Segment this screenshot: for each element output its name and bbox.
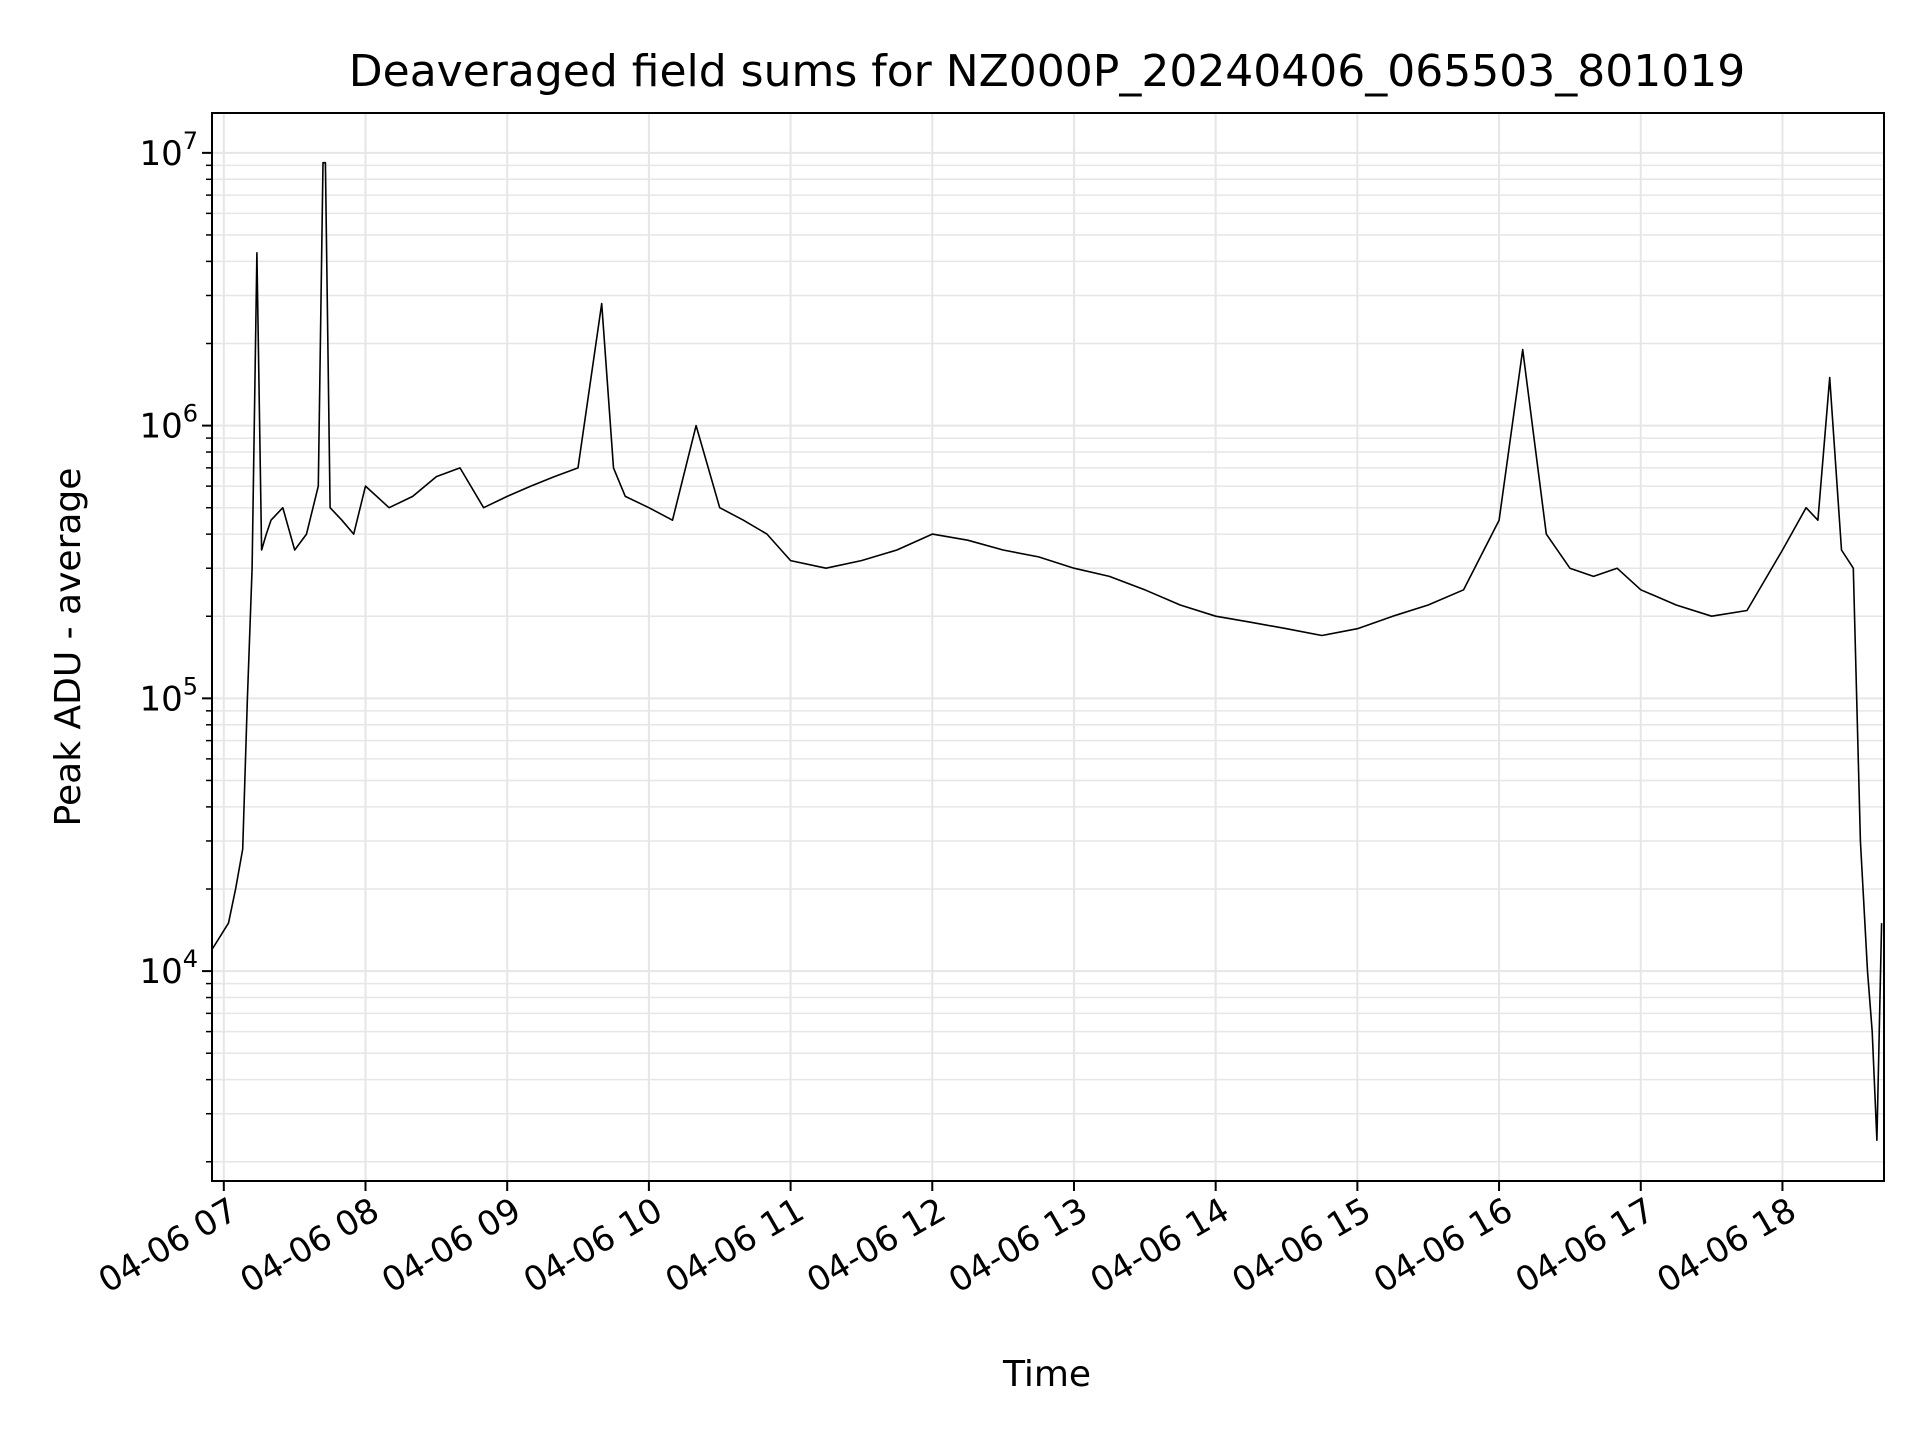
y-tick-exponent: 4 (183, 945, 198, 973)
y-tick-label: 107 (139, 127, 198, 174)
x-axis-label: Time (1002, 1354, 1091, 1395)
plot-frame (211, 112, 1885, 1182)
y-tick-exponent: 6 (183, 400, 198, 428)
series-line (211, 161, 1883, 1141)
y-axis-label: Peak ADU - average (48, 468, 89, 827)
y-tick-label: 105 (139, 672, 198, 719)
y-tick-label: 104 (139, 945, 198, 992)
y-tick-exponent: 7 (183, 127, 198, 155)
y-tick-base: 10 (139, 407, 182, 447)
grid (212, 113, 1884, 1181)
y-tick-base: 10 (139, 134, 182, 174)
y-tick-base: 10 (139, 679, 182, 719)
y-tick-exponent: 5 (183, 672, 198, 700)
chart-title: Deaveraged field sums for NZ000P_2024040… (349, 46, 1745, 97)
y-tick-label: 106 (139, 400, 198, 447)
y-tick-base: 10 (139, 952, 182, 992)
series-line-group (211, 161, 1883, 1141)
